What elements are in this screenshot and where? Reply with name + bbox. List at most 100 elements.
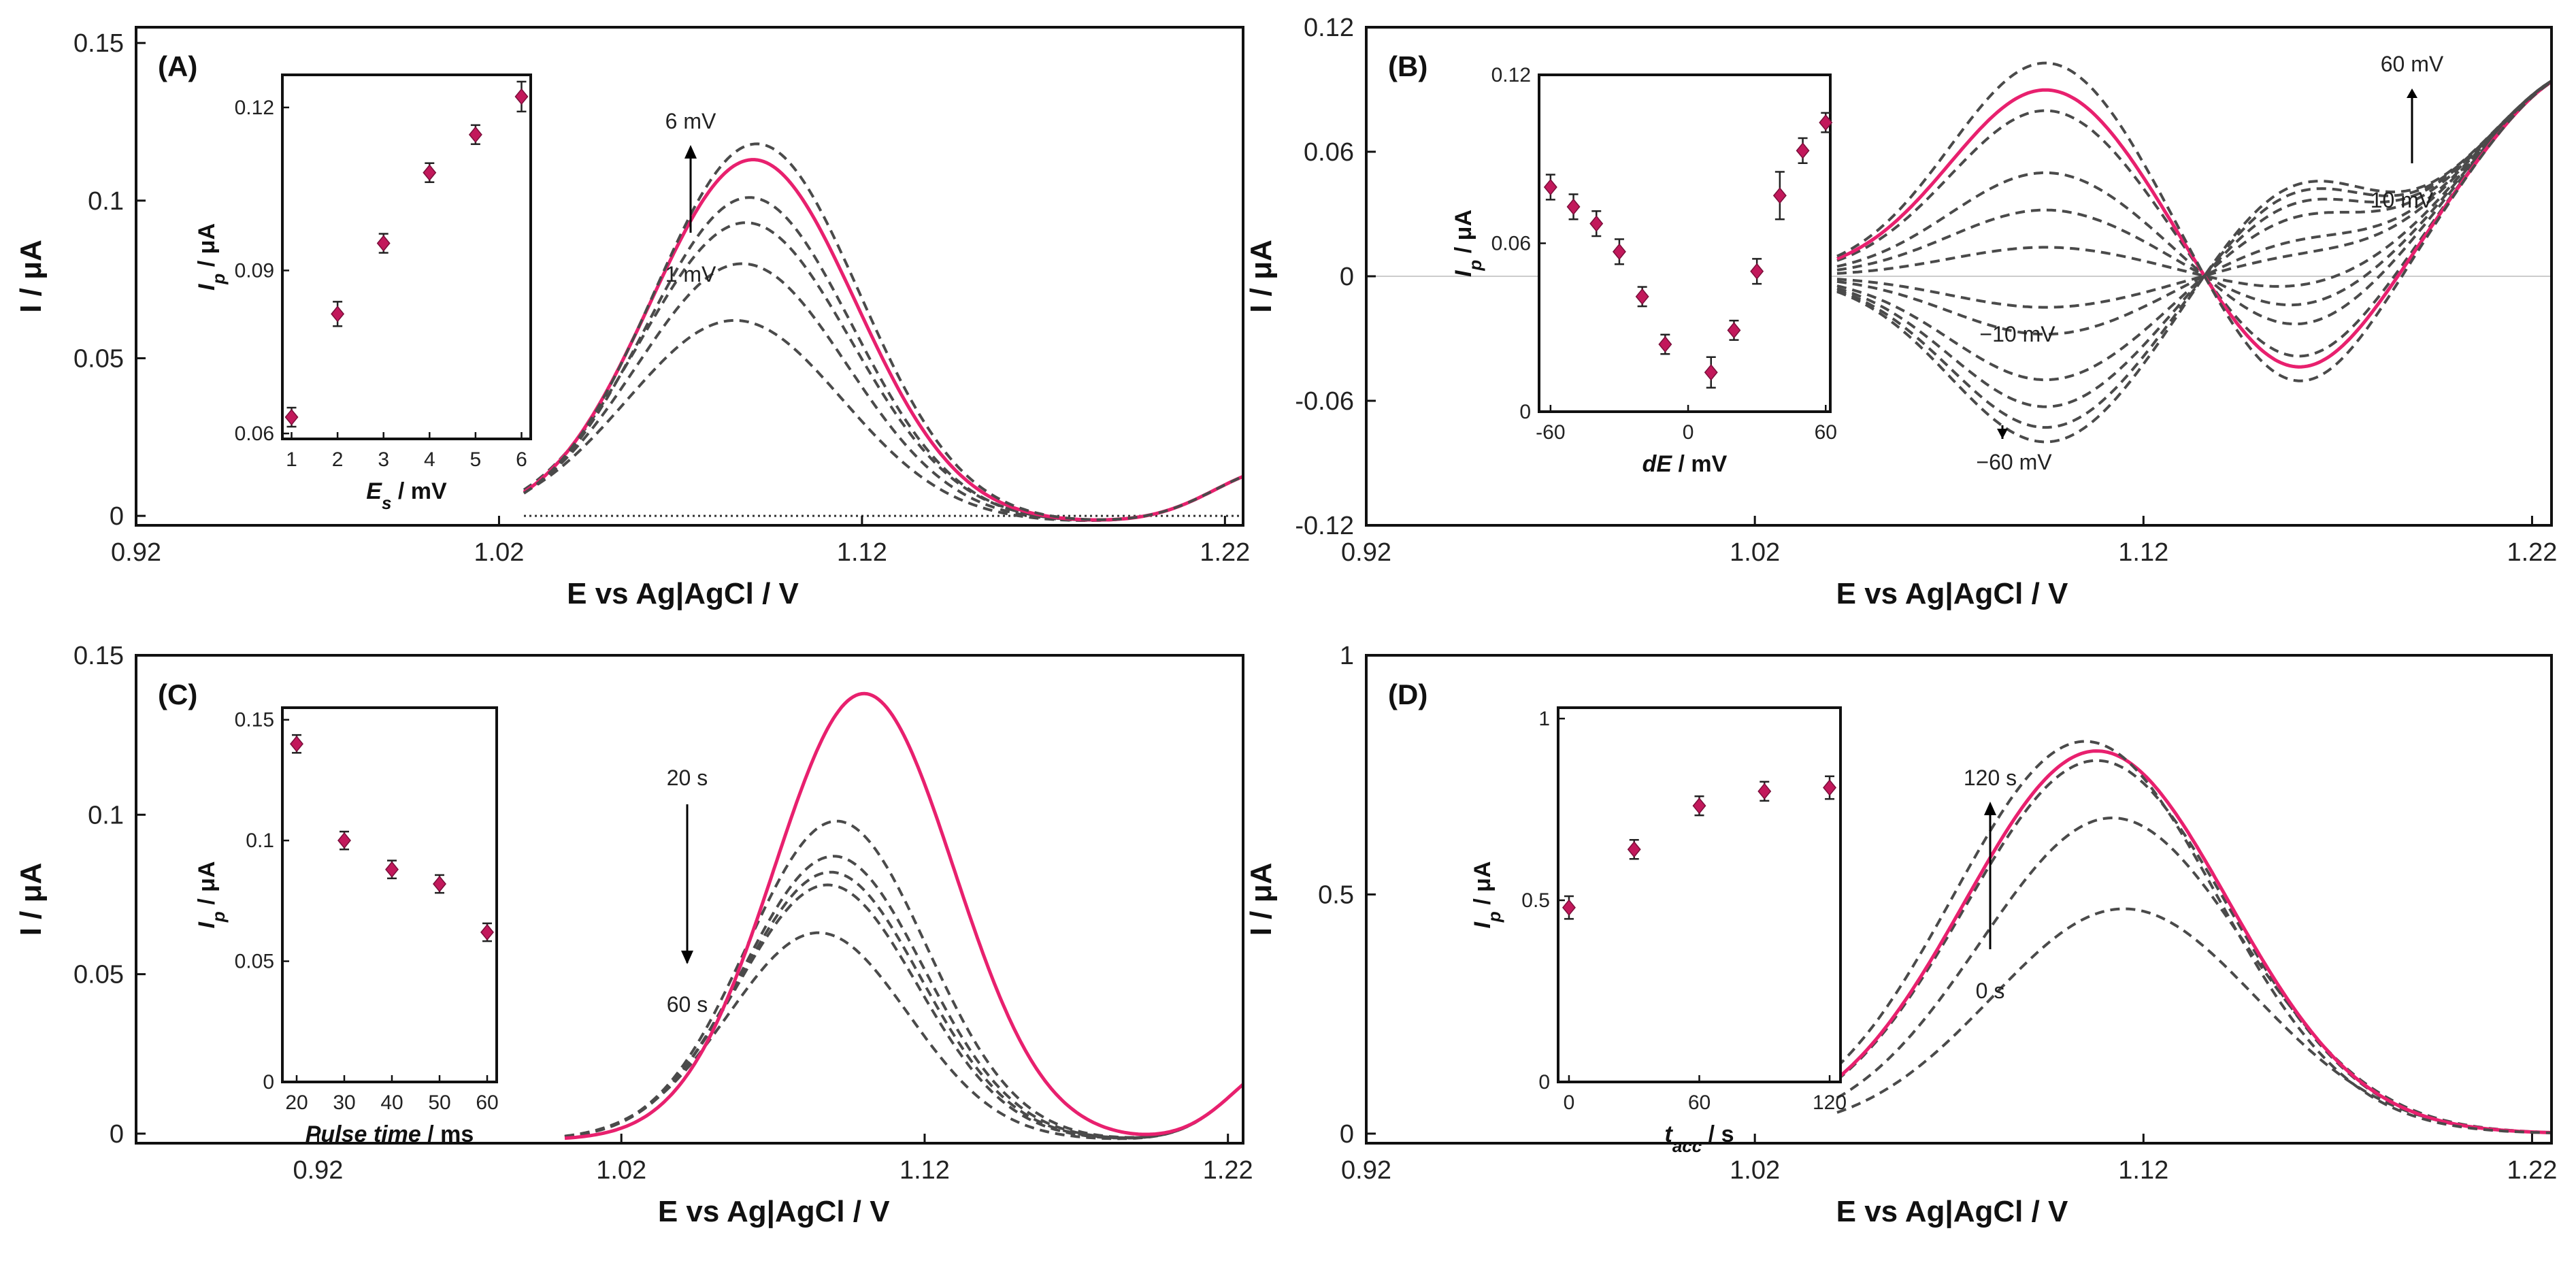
series-line-30-s — [1836, 817, 2552, 1134]
panel-label: (A) — [158, 50, 197, 82]
annotation-bottom: 60 s — [667, 992, 708, 1017]
plot-frame — [135, 654, 1244, 1145]
inset-data-point — [514, 88, 529, 105]
x-tick-label: 0.92 — [1341, 538, 1391, 567]
inset-data-point — [337, 832, 351, 849]
x-tick-label: 1.22 — [1200, 538, 1250, 567]
inset-x-axis-label-sub: s — [382, 493, 391, 513]
inset-x-axis-label-base: Pulse time — [306, 1121, 421, 1147]
panel-label: (B) — [1388, 50, 1427, 82]
series-line-120-s — [1836, 749, 2552, 1134]
inset-x-tick-label: 1 — [286, 448, 297, 471]
inset-data-point — [1635, 288, 1649, 306]
inset-x-axis-label: Es / mV — [366, 478, 447, 513]
annotation-top: 120 s — [1964, 766, 2017, 790]
y-tick-label: 0.1 — [88, 801, 124, 829]
x-tick-label: 1.02 — [474, 538, 524, 567]
series-line--30-mV — [1836, 80, 2553, 382]
inset-x-tick-label: 60 — [1688, 1091, 1711, 1114]
inset-data-point — [480, 923, 494, 941]
inset-data-point — [1562, 899, 1576, 916]
neg-arrow-head — [1997, 429, 2008, 439]
inset-frame — [1557, 706, 1842, 1083]
inset-y-tick-label: 0.06 — [1491, 233, 1531, 255]
trend-arrow-head — [684, 145, 697, 159]
inset-frame — [281, 73, 532, 440]
plot-frame — [135, 26, 1244, 527]
series-line-35-s — [564, 855, 1244, 1139]
inset-data-point — [376, 235, 391, 252]
y-tick-label: 0 — [1340, 1120, 1354, 1149]
inset-y-tick-label: 0.15 — [235, 709, 274, 732]
inset-x-tick-label: 5 — [470, 448, 482, 471]
inset-x-tick-label: 120 — [1813, 1091, 1847, 1114]
trend-arrow-head — [681, 951, 693, 964]
inset-x-tick-label: -60 — [1536, 421, 1565, 444]
x-tick-label: 1.22 — [2507, 538, 2557, 567]
series-line-30-s — [564, 819, 1244, 1139]
inset-data-point — [468, 126, 482, 144]
inset-y-tick-label: 0.12 — [1491, 64, 1531, 86]
inset-data-point — [385, 861, 399, 878]
inset-data-point — [1589, 215, 1604, 232]
x-tick-label: 1.12 — [899, 1156, 950, 1185]
y-tick-label: 0.1 — [88, 187, 124, 216]
inset-data-point — [1819, 114, 1833, 131]
series-line-5-mV — [523, 158, 1244, 522]
inset-x-tick-label: 20 — [285, 1091, 308, 1114]
y-axis-label: I / μA — [1244, 863, 1278, 936]
inset-y-axis-label-sub: p — [208, 911, 229, 923]
series-line-40-mV — [1836, 80, 2553, 358]
series-line-2-mV — [523, 262, 1244, 522]
inset-y-tick-label: 0.1 — [246, 829, 274, 852]
series-line--20-mV — [1836, 80, 2553, 336]
y-tick-label: 0 — [1340, 263, 1354, 291]
x-axis-label: E vs Ag|AgCl / V — [658, 1195, 890, 1229]
x-tick-label: 1.22 — [1203, 1156, 1253, 1185]
y-tick-label: 0.05 — [73, 961, 124, 989]
y-tick-label: 0.05 — [73, 344, 124, 373]
annotation-bottom: 0 s — [1976, 979, 2005, 1003]
inset-y-tick-label: 0.09 — [235, 259, 274, 282]
trend-arrow-head — [2407, 88, 2417, 98]
annotation-top: 60 mV — [2381, 52, 2444, 76]
y-tick-label: 0.15 — [73, 29, 124, 58]
panel-d: 0.92 1.02 1.12 1.22 0 0.5 1 E vs Ag|AgCl / V I /… — [1244, 642, 2557, 1229]
inset-y-axis-label-base: I — [194, 283, 220, 291]
inset-data-point — [331, 306, 345, 323]
x-tick-label: 1.02 — [1730, 1156, 1780, 1185]
inset-y-axis-label: Ip / μA — [1451, 210, 1485, 277]
inset-data-point — [1543, 178, 1557, 196]
inset-x-axis-label-base: dE — [1642, 451, 1673, 477]
inset-y-tick-label: 0.06 — [235, 423, 274, 445]
panel-c: 0.92 1.02 1.12 1.22 0 0.05 0.1 0.15 E vs Ag|AgCl… — [14, 642, 1253, 1229]
inset-y-axis-label-base: I — [194, 921, 220, 929]
inset-y-axis-label: Ip / μA — [1470, 861, 1504, 928]
inset-x-axis-label: dE / mV — [1642, 451, 1728, 477]
inset-x-tick-label: 2 — [332, 448, 344, 471]
inset-data-point — [1750, 263, 1764, 280]
inset-data-point — [1757, 783, 1772, 800]
inset-y-axis-label-unit: / μA — [1470, 861, 1496, 911]
inset-x-tick-label: 60 — [476, 1091, 498, 1114]
series-line-10-mV — [1836, 80, 2553, 288]
annotation-bottom: 1 mV — [665, 262, 716, 286]
inset-x-tick-label: 50 — [428, 1091, 450, 1114]
series-line-90-s — [1836, 740, 2552, 1134]
panel-a: 0.92 1.02 1.12 1.22 0 0.05 0.1 0.15 E vs Ag|AgCl… — [14, 26, 1250, 611]
inset-data-point — [290, 736, 303, 753]
series-line-60-mV — [1836, 61, 2553, 382]
annotation-bottom: 10 mV — [2371, 188, 2434, 212]
inset: 0 60 120 0 0.5 1 tacc / s Ip / μA — [1470, 706, 1847, 1156]
y-tick-label: -0.12 — [1295, 512, 1354, 540]
inset-frame — [1538, 73, 1832, 413]
inset-x-tick-label: 6 — [516, 448, 527, 471]
plot-frame — [1365, 654, 2553, 1145]
annotation-top: 20 s — [667, 766, 708, 790]
series-line--60-mV — [1836, 80, 2553, 444]
y-tick-label: 0.5 — [1318, 881, 1354, 909]
y-axis-label: I / μA — [14, 240, 48, 313]
inset-data-point — [1727, 322, 1741, 339]
inset-x-axis-label-unit: / mV — [1672, 451, 1728, 477]
inset-y-axis-label-sub: p — [1484, 911, 1504, 923]
